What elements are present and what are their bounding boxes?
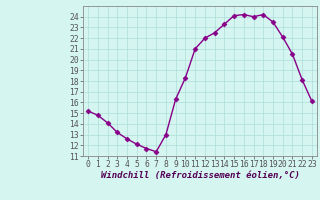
X-axis label: Windchill (Refroidissement éolien,°C): Windchill (Refroidissement éolien,°C) — [100, 171, 300, 180]
